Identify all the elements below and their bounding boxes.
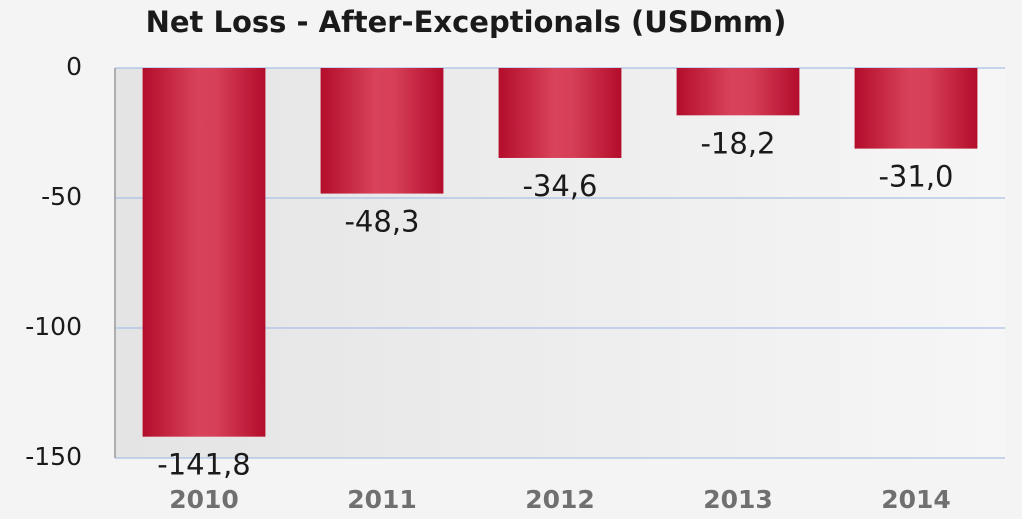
x-tick-label: 2013 <box>703 485 773 514</box>
x-tick-label: 2010 <box>169 485 239 514</box>
chart-title: Net Loss - After-Exceptionals (USDmm) <box>146 5 787 39</box>
x-tick-label: 2012 <box>525 485 595 514</box>
bar <box>320 68 444 194</box>
bar <box>854 68 978 149</box>
bar <box>142 68 266 437</box>
y-tick-label: 0 <box>66 52 82 81</box>
data-label: -18,2 <box>700 126 775 160</box>
y-tick-label: -150 <box>25 442 82 471</box>
data-label: -48,3 <box>344 205 419 239</box>
data-label: -34,6 <box>522 169 597 203</box>
data-label: -31,0 <box>878 160 953 194</box>
x-tick-label: 2014 <box>881 485 951 514</box>
x-tick-label: 2011 <box>347 485 417 514</box>
y-tick-label: -100 <box>25 312 82 341</box>
y-tick-label: -50 <box>41 182 82 211</box>
bar <box>676 68 800 116</box>
bar <box>498 68 622 158</box>
data-label: -141,8 <box>157 448 251 482</box>
